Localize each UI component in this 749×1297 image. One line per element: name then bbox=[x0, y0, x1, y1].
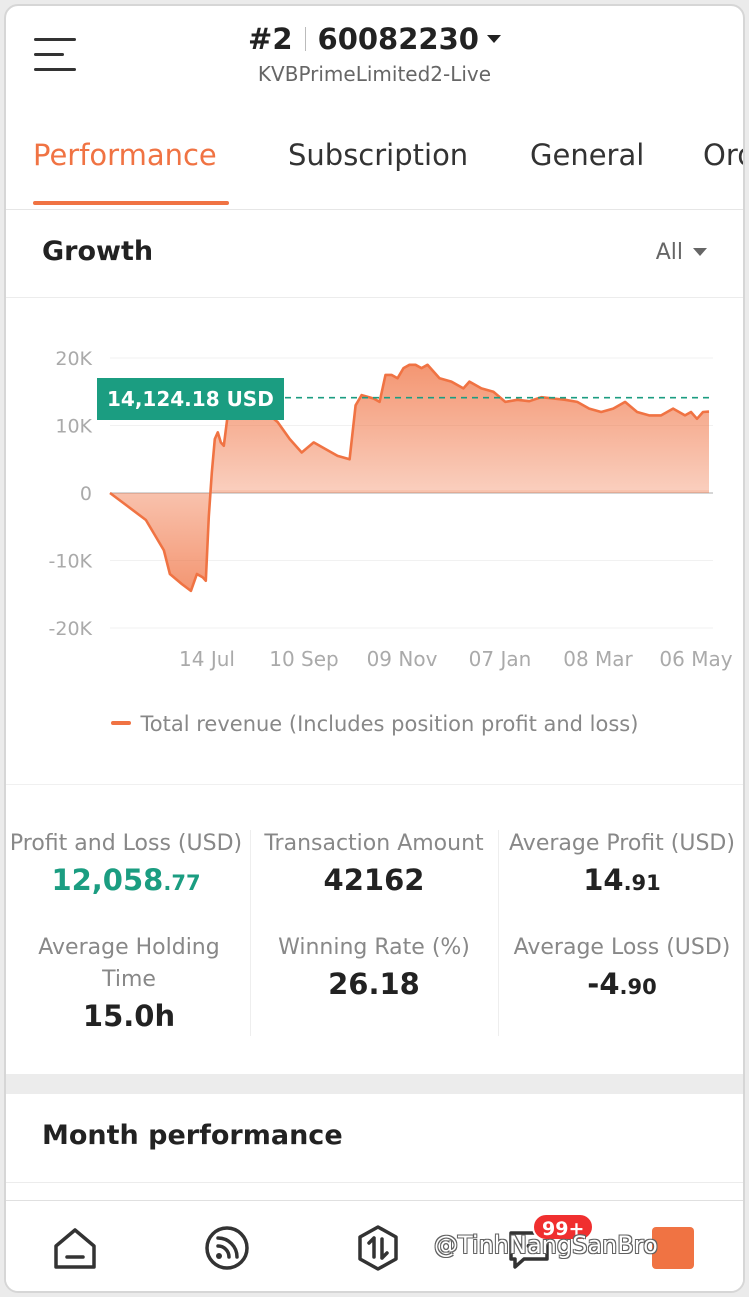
stat-value-int: 42162 bbox=[323, 863, 425, 897]
account-selector[interactable]: #2 60082230 bbox=[6, 22, 743, 56]
stat-value: 42162 bbox=[251, 860, 497, 903]
stat-value: 14.91 bbox=[499, 860, 743, 903]
notification-badge: 99+ bbox=[532, 1213, 595, 1241]
stat-value: 15.0h bbox=[28, 996, 230, 1039]
divider bbox=[498, 830, 499, 1036]
stat-value: 26.18 bbox=[251, 964, 497, 1007]
stat-profit-loss: Profit and Loss (USD) 12,058.77 bbox=[6, 828, 249, 903]
y-tick-label: 0 bbox=[80, 483, 92, 505]
divider bbox=[6, 1182, 743, 1183]
stat-value-dec: .77 bbox=[163, 871, 201, 895]
divider bbox=[250, 830, 251, 1036]
legend-swatch bbox=[110, 721, 131, 725]
area-fill-positive bbox=[210, 364, 709, 490]
stat-label: Profit and Loss (USD) bbox=[9, 831, 243, 856]
stat-value-int: 26.18 bbox=[328, 967, 420, 1001]
caret-down-icon bbox=[693, 248, 707, 256]
x-tick-label: 10 Sep bbox=[269, 647, 339, 671]
current-value-tooltip: 14,124.18 USD bbox=[97, 378, 284, 420]
x-tick-label: 08 Mar bbox=[563, 647, 633, 671]
chart-legend: Total revenue (Includes position profit … bbox=[6, 712, 743, 736]
account-number: 60082230 bbox=[317, 22, 479, 56]
stat-value-int: -4 bbox=[587, 967, 620, 1001]
x-tick-label: 07 Jan bbox=[469, 647, 532, 671]
profile-icon[interactable] bbox=[652, 1227, 694, 1269]
growth-title: Growth bbox=[42, 236, 154, 267]
x-tick-label: 06 May bbox=[659, 647, 732, 671]
tab-bar: Performance Subscription General Orders bbox=[6, 130, 743, 210]
range-value: All bbox=[655, 240, 683, 265]
stat-label: Average Holding Time bbox=[38, 935, 220, 992]
trade-icon[interactable] bbox=[351, 1221, 405, 1275]
active-tab-indicator bbox=[33, 201, 229, 205]
stat-label: Average Loss (USD) bbox=[513, 935, 731, 960]
stat-transaction-amount: Transaction Amount 42162 bbox=[251, 828, 497, 903]
stat-value: 12,058.77 bbox=[6, 860, 249, 903]
growth-chart[interactable]: 20K 10K 0 -10K -20K 14 Jul 10 Sep 09 Nov 07 Jan 0… bbox=[6, 306, 743, 706]
account-server: KVBPrimeLimited2-Live bbox=[257, 62, 492, 86]
stat-average-loss: Average Loss (USD) -4.90 bbox=[499, 932, 743, 1007]
tab-general[interactable]: General bbox=[530, 138, 645, 172]
stat-value-dec: .90 bbox=[619, 975, 657, 999]
stat-label: Winning Rate (%) bbox=[278, 935, 470, 960]
stat-average-profit: Average Profit (USD) 14.91 bbox=[499, 828, 743, 903]
y-tick-label: 20K bbox=[55, 348, 92, 370]
range-dropdown[interactable]: All bbox=[656, 240, 707, 265]
menu-icon[interactable] bbox=[34, 36, 76, 76]
stat-label: Transaction Amount bbox=[264, 831, 484, 856]
stat-winning-rate: Winning Rate (%) 26.18 bbox=[251, 932, 497, 1007]
stat-value-int: 12,058 bbox=[51, 863, 164, 897]
x-tick-label: 14 Jul bbox=[179, 647, 235, 671]
tab-orders[interactable]: Orders bbox=[703, 138, 743, 172]
app-frame: #2 60082230 KVBPrimeLimited2-Live Perform… bbox=[4, 4, 745, 1293]
legend-label: Total revenue (Includes position profit … bbox=[140, 712, 639, 736]
chevron-down-icon bbox=[486, 35, 501, 43]
account-index: #2 bbox=[248, 22, 293, 56]
stat-value-dec: .91 bbox=[623, 871, 661, 895]
home-icon[interactable] bbox=[48, 1221, 102, 1275]
month-performance-title: Month performance bbox=[42, 1120, 343, 1151]
y-tick-label: -10K bbox=[49, 551, 93, 573]
stat-label: Average Profit (USD) bbox=[509, 831, 735, 856]
stat-value-int: 15.0h bbox=[82, 999, 176, 1033]
tab-subscription[interactable]: Subscription bbox=[288, 138, 469, 172]
watermark-text: @TinhNangSanBro bbox=[434, 1231, 658, 1259]
series-line bbox=[109, 363, 710, 593]
stat-value-int: 14 bbox=[583, 863, 624, 897]
y-tick-label: -20K bbox=[49, 618, 93, 640]
x-tick-label: 09 Nov bbox=[367, 647, 438, 671]
growth-header: Growth All bbox=[6, 210, 743, 298]
y-tick-label: 10K bbox=[55, 416, 92, 438]
tab-performance[interactable]: Performance bbox=[33, 138, 217, 172]
bottom-nav: 99+ @TinhNangSanBro bbox=[6, 1200, 743, 1291]
header: #2 60082230 KVBPrimeLimited2-Live bbox=[6, 6, 743, 102]
growth-chart-svg: 20K 10K 0 -10K -20K 14 Jul 10 Sep 09 Nov 07 Jan 0… bbox=[49, 348, 733, 671]
stat-value: -4.90 bbox=[499, 964, 743, 1007]
section-separator bbox=[6, 1074, 743, 1094]
feed-icon[interactable] bbox=[200, 1221, 254, 1275]
stat-average-holding-time: Average Holding Time 15.0h bbox=[6, 932, 252, 1039]
area-fill-negative bbox=[110, 490, 709, 591]
divider bbox=[6, 784, 743, 785]
